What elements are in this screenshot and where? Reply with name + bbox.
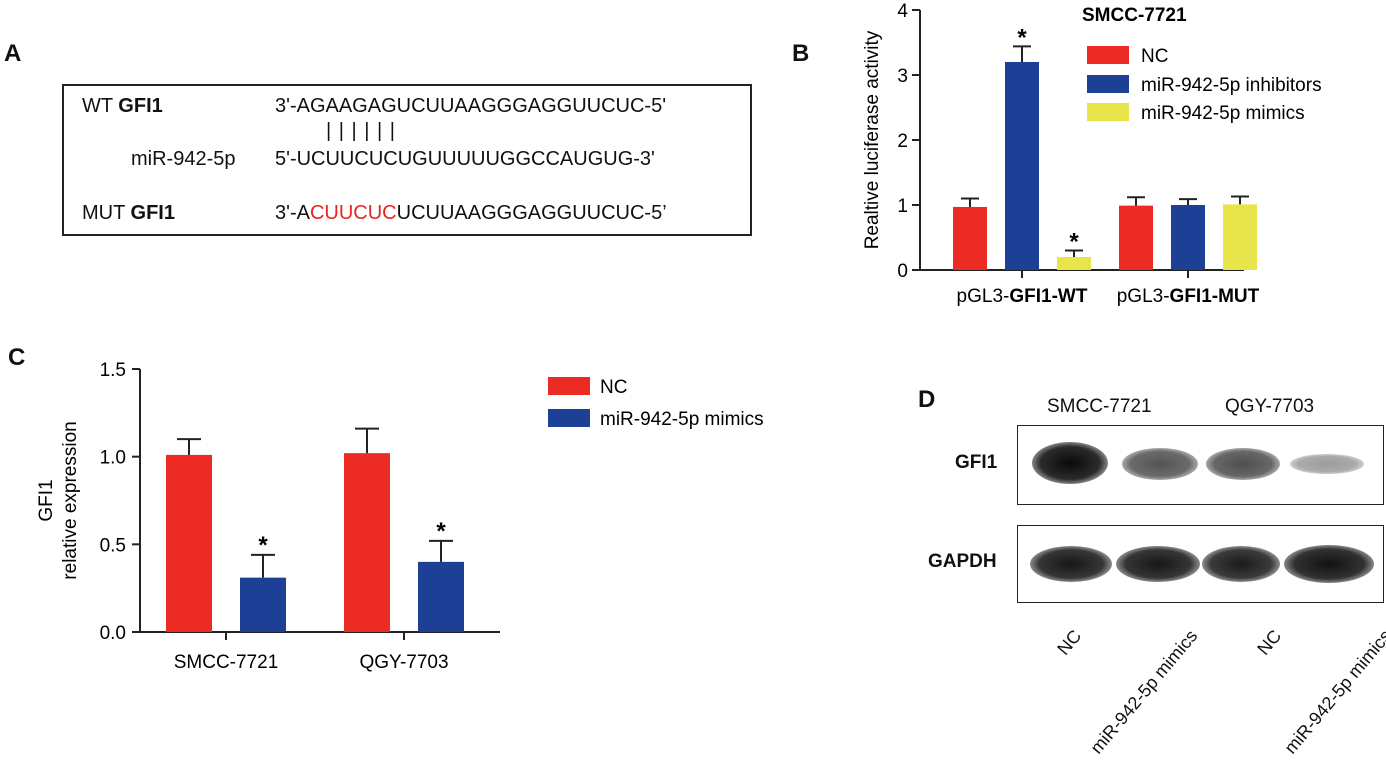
panel-label-d: D	[918, 386, 936, 413]
wb-row-gapdh: GAPDH	[928, 551, 997, 572]
b-title: SMCC-7721	[1082, 5, 1187, 26]
band-gfi1-2	[1122, 448, 1198, 480]
wb-lane-label-4: miR-942-5p mimics	[1280, 626, 1386, 758]
band-gapdh-3	[1202, 546, 1280, 582]
b-legend-swatch	[1087, 75, 1129, 93]
b-y-tick-label: 1	[897, 196, 908, 217]
panel-label-b: B	[792, 40, 810, 67]
wb-lane-label-2: miR-942-5p mimics	[1086, 626, 1202, 758]
band-gfi1-3	[1206, 448, 1280, 480]
panel-label-c: C	[8, 344, 26, 371]
b-legend-label: miR-942-5p mimics	[1141, 103, 1305, 124]
c-significance-mark: *	[436, 518, 446, 545]
mut-label: MUT GFI1	[82, 202, 175, 224]
wb-cell-line-2: QGY-7703	[1225, 396, 1315, 417]
b-significance-mark: *	[1017, 24, 1027, 51]
c-y-axis-label-line1: GFI1	[36, 479, 57, 521]
b-x-tick-label: pGL3-GFI1-WT	[957, 286, 1088, 307]
b-significance-mark: *	[1069, 229, 1079, 256]
mir-sequence: 5'-UCUUCUCUGUUUUUGGCCAUGUG-3'	[275, 148, 655, 170]
wb-row-gfi1: GFI1	[955, 452, 998, 473]
c-bar	[166, 454, 212, 632]
wb-lane-label-3: NC	[1253, 626, 1286, 659]
b-y-tick-label: 0	[897, 261, 908, 282]
c-bar	[344, 453, 390, 632]
b-y-tick-label: 2	[897, 131, 908, 152]
mir-label: miR-942-5p	[131, 148, 236, 170]
b-x-tick-label: pGL3-GFI1-MUT	[1117, 286, 1260, 307]
c-y-axis-label-line2: relative expression	[60, 421, 81, 579]
sequence-alignment-box: WT GFI1 3'-AGAAGAGUCUUAAGGGAGGUUCUC-5' |…	[62, 84, 752, 236]
wt-sequence: 3'-AGAAGAGUCUUAAGGGAGGUUCUC-5'	[275, 95, 667, 117]
wt-label: WT GFI1	[82, 95, 163, 117]
c-significance-mark: *	[258, 532, 268, 559]
b-bar	[1005, 62, 1039, 270]
b-bar	[1171, 205, 1205, 270]
b-bar	[1223, 204, 1257, 270]
c-y-tick-label: 1.0	[100, 448, 126, 469]
b-legend-swatch	[1087, 103, 1129, 121]
c-bar	[240, 577, 286, 632]
c-legend-label: NC	[600, 377, 627, 398]
band-gapdh-2	[1116, 546, 1200, 582]
c-y-tick-label: 0.5	[100, 535, 126, 556]
c-x-tick-label: QGY-7703	[359, 652, 448, 673]
wb-blot-gapdh	[1017, 525, 1384, 603]
c-legend-swatch	[548, 377, 590, 395]
b-y-tick-label: 4	[897, 1, 908, 22]
band-gapdh-4	[1284, 545, 1374, 583]
c-legend-swatch	[548, 409, 590, 427]
c-bar	[418, 561, 464, 632]
wb-lane-label-1: NC	[1053, 626, 1086, 659]
b-y-axis-label: Realtive luciferase activity	[862, 30, 883, 249]
b-y-tick-label: 3	[897, 66, 908, 87]
b-bar	[1057, 257, 1091, 270]
panel-label-a: A	[4, 40, 22, 67]
b-legend-label: NC	[1141, 46, 1168, 67]
pairing-lines: | | | | | |	[326, 120, 396, 142]
wb-blot-gfi1	[1017, 425, 1384, 505]
b-legend-swatch	[1087, 46, 1129, 64]
c-y-tick-label: 0.0	[100, 623, 126, 644]
mut-sequence: 3'-ACUUCUCUCUUAAGGGAGGUUCUC-5’	[275, 202, 667, 224]
b-legend-label: miR-942-5p inhibitors	[1141, 75, 1322, 96]
c-x-tick-label: SMCC-7721	[174, 652, 279, 673]
band-gapdh-1	[1030, 546, 1112, 582]
band-gfi1-4	[1290, 454, 1364, 474]
mutated-bases: CUUCUC	[309, 202, 397, 224]
c-y-tick-label: 1.5	[100, 360, 126, 381]
b-bar	[953, 206, 987, 270]
wb-cell-line-1: SMCC-7721	[1047, 396, 1152, 417]
b-bar	[1119, 205, 1153, 270]
band-gfi1-1	[1032, 442, 1108, 484]
c-legend-label: miR-942-5p mimics	[600, 409, 764, 430]
